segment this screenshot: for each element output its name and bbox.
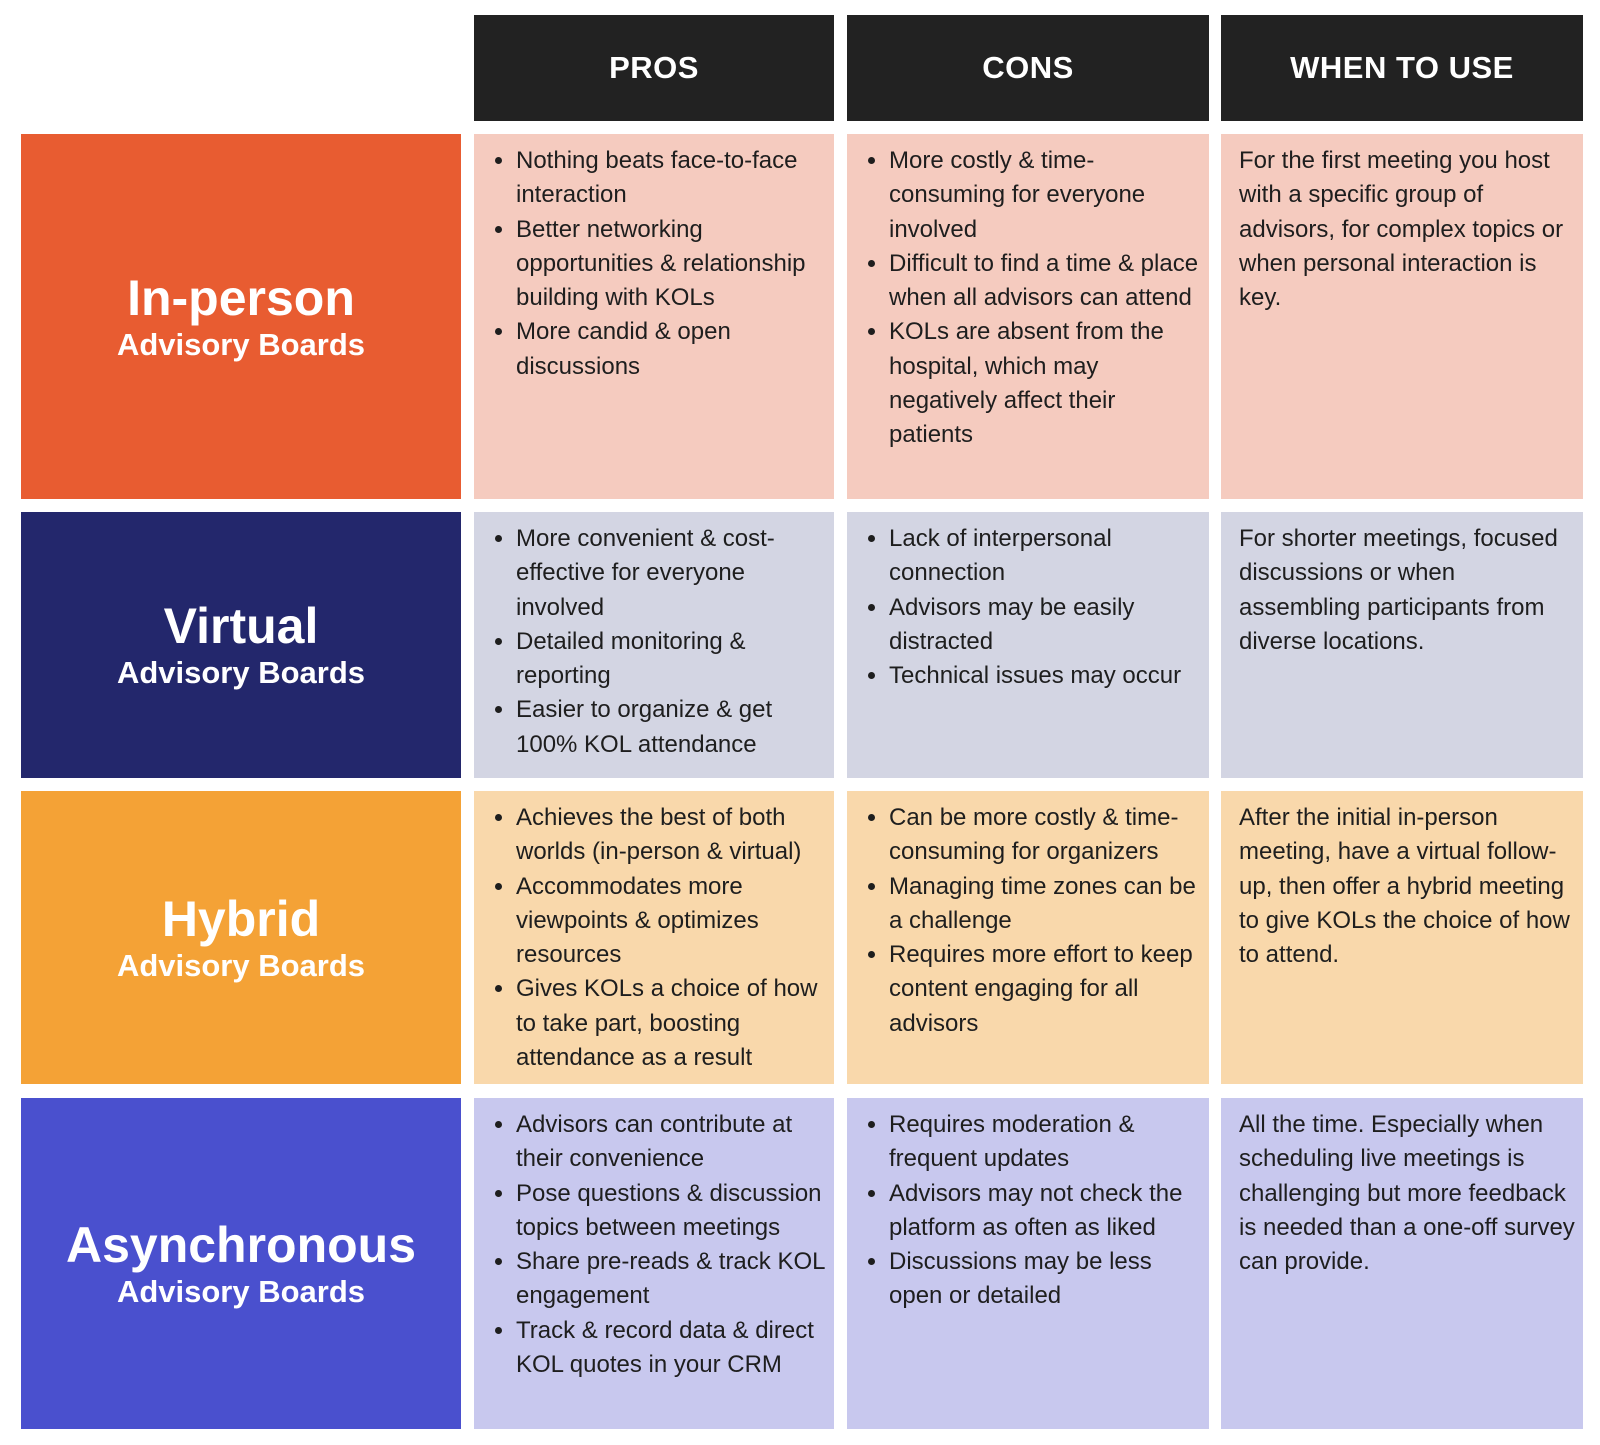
pros-item: Easier to organize & get 100% KOL attend… xyxy=(516,693,826,762)
pros-item: More candid & open discussions xyxy=(516,315,826,384)
when-to-use-cell: All the time. Especially when scheduling… xyxy=(1221,1098,1583,1429)
cons-list: More costly & time-consuming for everyon… xyxy=(865,144,1201,453)
row-subtitle: Advisory Boards xyxy=(116,326,366,362)
pros-item: Nothing beats face-to-face interaction xyxy=(516,144,826,213)
row-title: Hybrid xyxy=(161,890,321,947)
cons-cell: Lack of interpersonal connectionAdvisors… xyxy=(847,512,1209,778)
cons-list: Requires moderation & frequent updatesAd… xyxy=(865,1108,1201,1314)
row-subtitle: Advisory Boards xyxy=(116,947,366,983)
when-to-use-cell: For the first meeting you host with a sp… xyxy=(1221,134,1583,499)
header-when-to-use: WHEN TO USE xyxy=(1221,15,1583,121)
pros-item: More convenient & cost-effective for eve… xyxy=(516,522,826,625)
cons-item: Lack of interpersonal connection xyxy=(889,522,1201,591)
row-title: Asynchronous xyxy=(65,1216,417,1273)
pros-item: Achieves the best of both worlds (in-per… xyxy=(516,801,826,870)
pros-item: Accommodates more viewpoints & optimizes… xyxy=(516,870,826,973)
when-to-use-cell: After the initial in-person meeting, hav… xyxy=(1221,791,1583,1084)
pros-item: Detailed monitoring & reporting xyxy=(516,625,826,694)
row-label-in-person: In-person Advisory Boards xyxy=(21,134,461,499)
cons-item: Advisors may not check the platform as o… xyxy=(889,1177,1201,1246)
row-label-hybrid: Hybrid Advisory Boards xyxy=(21,791,461,1084)
pros-item: Track & record data & direct KOL quotes … xyxy=(516,1314,826,1383)
cons-item: Requires more effort to keep content eng… xyxy=(889,938,1201,1041)
pros-cell: Advisors can contribute at their conveni… xyxy=(474,1098,834,1429)
row-title: In-person xyxy=(127,269,355,326)
pros-item: Better networking opportunities & relati… xyxy=(516,213,826,316)
row-title: Virtual xyxy=(163,598,319,654)
when-to-use-cell: For shorter meetings, focused discussion… xyxy=(1221,512,1583,778)
pros-list: Nothing beats face-to-face interactionBe… xyxy=(492,144,826,384)
pros-cell: Achieves the best of both worlds (in-per… xyxy=(474,791,834,1084)
cons-item: Advisors may be easily distracted xyxy=(889,591,1201,660)
header-cons: CONS xyxy=(847,15,1209,121)
cons-list: Can be more costly & time-consuming for … xyxy=(865,801,1201,1041)
cons-list: Lack of interpersonal connectionAdvisors… xyxy=(865,522,1201,693)
header-pros: PROS xyxy=(474,15,834,121)
cons-item: More costly & time-consuming for everyon… xyxy=(889,144,1201,247)
row-subtitle: Advisory Boards xyxy=(116,1273,366,1309)
when-to-use-text: For the first meeting you host with a sp… xyxy=(1239,147,1564,312)
cons-item: Difficult to find a time & place when al… xyxy=(889,247,1201,316)
pros-item: Advisors can contribute at their conveni… xyxy=(516,1108,826,1177)
pros-cell: More convenient & cost-effective for eve… xyxy=(474,512,834,778)
row-label-asynchronous: Asynchronous Advisory Boards xyxy=(21,1098,461,1429)
pros-cell: Nothing beats face-to-face interactionBe… xyxy=(474,134,834,499)
pros-list: More convenient & cost-effective for eve… xyxy=(492,522,826,762)
cons-item: Requires moderation & frequent updates xyxy=(889,1108,1201,1177)
pros-list: Advisors can contribute at their conveni… xyxy=(492,1108,826,1382)
pros-item: Pose questions & discussion topics betwe… xyxy=(516,1177,826,1246)
when-to-use-text: For shorter meetings, focused discussion… xyxy=(1239,525,1558,655)
cons-item: Can be more costly & time-consuming for … xyxy=(889,801,1201,870)
cons-item: Managing time zones can be a challenge xyxy=(889,870,1201,939)
cons-item: KOLs are absent from the hospital, which… xyxy=(889,315,1201,452)
pros-list: Achieves the best of both worlds (in-per… xyxy=(492,801,826,1075)
row-label-virtual: Virtual Advisory Boards xyxy=(21,512,461,778)
when-to-use-text: All the time. Especially when scheduling… xyxy=(1239,1111,1575,1276)
row-subtitle: Advisory Boards xyxy=(116,655,366,690)
pros-item: Share pre-reads & track KOL engagement xyxy=(516,1245,826,1314)
when-to-use-text: After the initial in-person meeting, hav… xyxy=(1239,804,1570,969)
cons-cell: Requires moderation & frequent updatesAd… xyxy=(847,1098,1209,1429)
cons-cell: Can be more costly & time-consuming for … xyxy=(847,791,1209,1084)
pros-item: Gives KOLs a choice of how to take part,… xyxy=(516,972,826,1075)
cons-cell: More costly & time-consuming for everyon… xyxy=(847,134,1209,499)
cons-item: Discussions may be less open or detailed xyxy=(889,1245,1201,1314)
cons-item: Technical issues may occur xyxy=(889,659,1201,693)
